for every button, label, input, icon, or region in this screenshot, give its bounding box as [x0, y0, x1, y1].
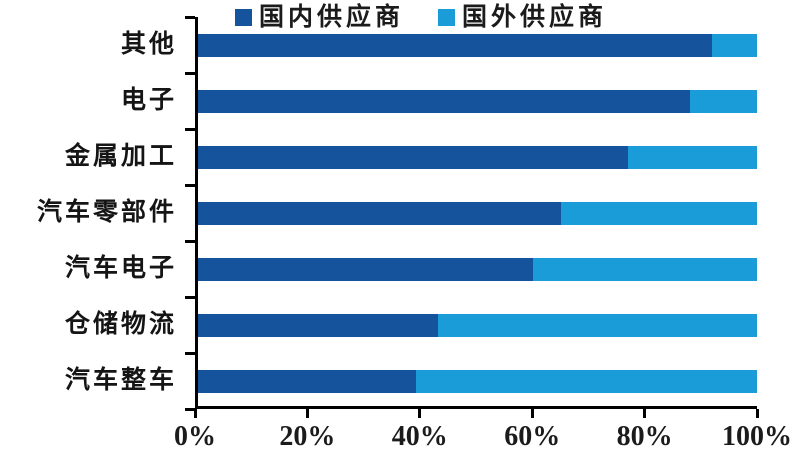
category-label: 汽车零部件 [36, 199, 177, 226]
legend-label-foreign: 国外供应商 [462, 4, 608, 31]
y-axis-tick [185, 408, 195, 411]
bar-segment-foreign [712, 33, 757, 57]
x-axis-tick [755, 409, 759, 418]
bar-row [198, 297, 757, 353]
bar-track [198, 313, 757, 337]
category-label: 汽车电子 [64, 255, 177, 282]
bar-track [198, 33, 757, 57]
category-label: 仓储物流 [64, 311, 177, 338]
y-axis-tick [185, 296, 195, 299]
y-axis-tick [185, 16, 195, 19]
category-axis-labels: 其他电子金属加工汽车零部件汽车电子仓储物流汽车整车 [0, 17, 185, 409]
y-axis-tick [185, 240, 195, 243]
bar-track [198, 257, 757, 281]
bar-segment-domestic [198, 89, 690, 113]
bar-track [198, 201, 757, 225]
legend-label-domestic: 国内供应商 [259, 4, 405, 31]
bar-segment-foreign [561, 201, 757, 225]
bar-segment-foreign [689, 89, 757, 113]
x-axis-label: 80% [616, 421, 673, 452]
bar-segment-foreign [438, 313, 757, 337]
legend-item-foreign: 国外供应商 [438, 5, 607, 30]
bar-segment-domestic [198, 257, 534, 281]
plot-area [195, 17, 757, 409]
category-label: 其他 [120, 31, 177, 58]
legend: 国内供应商 国外供应商 [235, 5, 607, 30]
bar-segment-foreign [628, 145, 757, 169]
bar-row [198, 17, 757, 73]
bar-row [198, 129, 757, 185]
category-label: 金属加工 [64, 143, 177, 170]
x-axis-label: 0% [174, 421, 216, 452]
x-axis-tick [193, 409, 197, 418]
x-axis-tick [643, 409, 647, 418]
bar-segment-foreign [416, 369, 757, 393]
y-axis-tick [185, 72, 195, 75]
bar-track [198, 369, 757, 393]
category-label: 汽车整车 [64, 367, 177, 394]
bar-track [198, 89, 757, 113]
bar-row [198, 185, 757, 241]
x-axis-tick [418, 409, 422, 418]
y-axis-tick [185, 352, 195, 355]
x-axis-label: 60% [504, 421, 561, 452]
bar-segment-domestic [198, 313, 439, 337]
y-axis-tick [185, 184, 195, 187]
bar-segment-domestic [198, 33, 713, 57]
bar-row [198, 73, 757, 129]
y-axis-tick [185, 128, 195, 131]
category-label: 电子 [120, 87, 177, 114]
bar-segment-domestic [198, 145, 629, 169]
bar-row [198, 241, 757, 297]
bar-row [198, 353, 757, 409]
legend-swatch-domestic-icon [235, 9, 252, 26]
bar-track [198, 145, 757, 169]
x-axis-label: 40% [391, 421, 448, 452]
legend-swatch-foreign-icon [438, 9, 456, 26]
x-axis-label: 20% [279, 421, 336, 452]
x-axis-label: 100% [722, 421, 792, 452]
bar-segment-domestic [198, 369, 416, 393]
x-axis-tick [530, 409, 534, 418]
x-axis-tick [305, 409, 309, 418]
bar-segment-domestic [198, 201, 562, 225]
bar-segment-foreign [533, 257, 757, 281]
legend-item-domestic: 国内供应商 [235, 5, 404, 30]
